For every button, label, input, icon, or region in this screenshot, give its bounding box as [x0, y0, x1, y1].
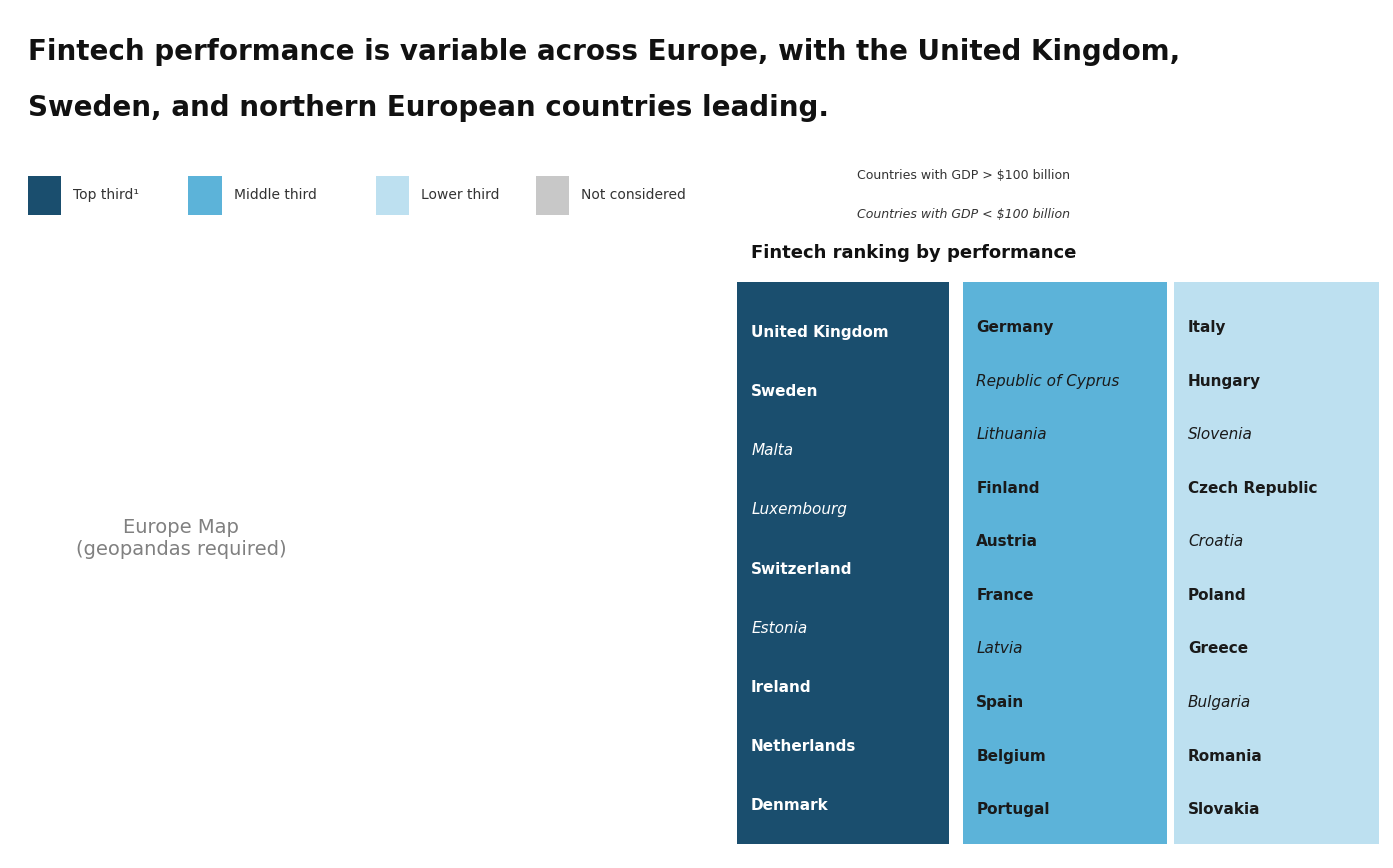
- Text: Romania: Romania: [1188, 748, 1262, 764]
- Text: Republic of Cyprus: Republic of Cyprus: [976, 373, 1120, 389]
- Text: Slovenia: Slovenia: [1188, 427, 1252, 442]
- Text: Latvia: Latvia: [976, 641, 1022, 656]
- Text: Luxembourg: Luxembourg: [751, 503, 847, 517]
- Text: Italy: Italy: [1188, 320, 1226, 335]
- Text: Fintech performance is variable across Europe, with the United Kingdom,: Fintech performance is variable across E…: [28, 38, 1180, 66]
- Text: Hungary: Hungary: [1188, 373, 1261, 389]
- Text: Ireland: Ireland: [751, 680, 812, 695]
- Text: Top third¹: Top third¹: [74, 188, 139, 202]
- Text: France: France: [976, 588, 1034, 602]
- Text: Bulgaria: Bulgaria: [1188, 695, 1251, 710]
- Text: Greece: Greece: [1188, 641, 1248, 656]
- FancyBboxPatch shape: [28, 175, 61, 215]
- Text: Not considered: Not considered: [581, 188, 687, 202]
- Text: Portugal: Portugal: [976, 802, 1050, 817]
- Text: Malta: Malta: [751, 444, 793, 458]
- Text: Denmark: Denmark: [751, 799, 829, 813]
- Text: Middle third: Middle third: [234, 188, 316, 202]
- Text: Sweden: Sweden: [751, 384, 819, 399]
- Text: Spain: Spain: [976, 695, 1025, 710]
- Text: Switzerland: Switzerland: [751, 562, 853, 576]
- Text: Countries with GDP < $100 billion: Countries with GDP < $100 billion: [857, 208, 1070, 221]
- Text: Estonia: Estonia: [751, 621, 808, 635]
- FancyBboxPatch shape: [188, 175, 221, 215]
- Text: Germany: Germany: [976, 320, 1055, 335]
- Text: Netherlands: Netherlands: [751, 740, 857, 754]
- Text: Czech Republic: Czech Republic: [1188, 481, 1318, 496]
- FancyBboxPatch shape: [536, 175, 570, 215]
- Text: Finland: Finland: [976, 481, 1039, 496]
- FancyBboxPatch shape: [963, 282, 1167, 845]
- Text: Fintech ranking by performance: Fintech ranking by performance: [751, 245, 1077, 262]
- Text: Countries with GDP > $100 billion: Countries with GDP > $100 billion: [857, 169, 1070, 182]
- Text: Croatia: Croatia: [1188, 534, 1243, 549]
- FancyBboxPatch shape: [737, 282, 949, 845]
- Text: Austria: Austria: [976, 534, 1038, 549]
- Text: United Kingdom: United Kingdom: [751, 325, 889, 339]
- Text: Slovakia: Slovakia: [1188, 802, 1261, 817]
- Text: Sweden, and northern European countries leading.: Sweden, and northern European countries …: [28, 94, 829, 122]
- Text: Poland: Poland: [1188, 588, 1247, 602]
- FancyBboxPatch shape: [376, 175, 410, 215]
- Text: Lower third: Lower third: [421, 188, 500, 202]
- Text: Europe Map
(geopandas required): Europe Map (geopandas required): [75, 517, 287, 559]
- Text: Lithuania: Lithuania: [976, 427, 1048, 442]
- FancyBboxPatch shape: [1174, 282, 1379, 845]
- Text: Belgium: Belgium: [976, 748, 1046, 764]
